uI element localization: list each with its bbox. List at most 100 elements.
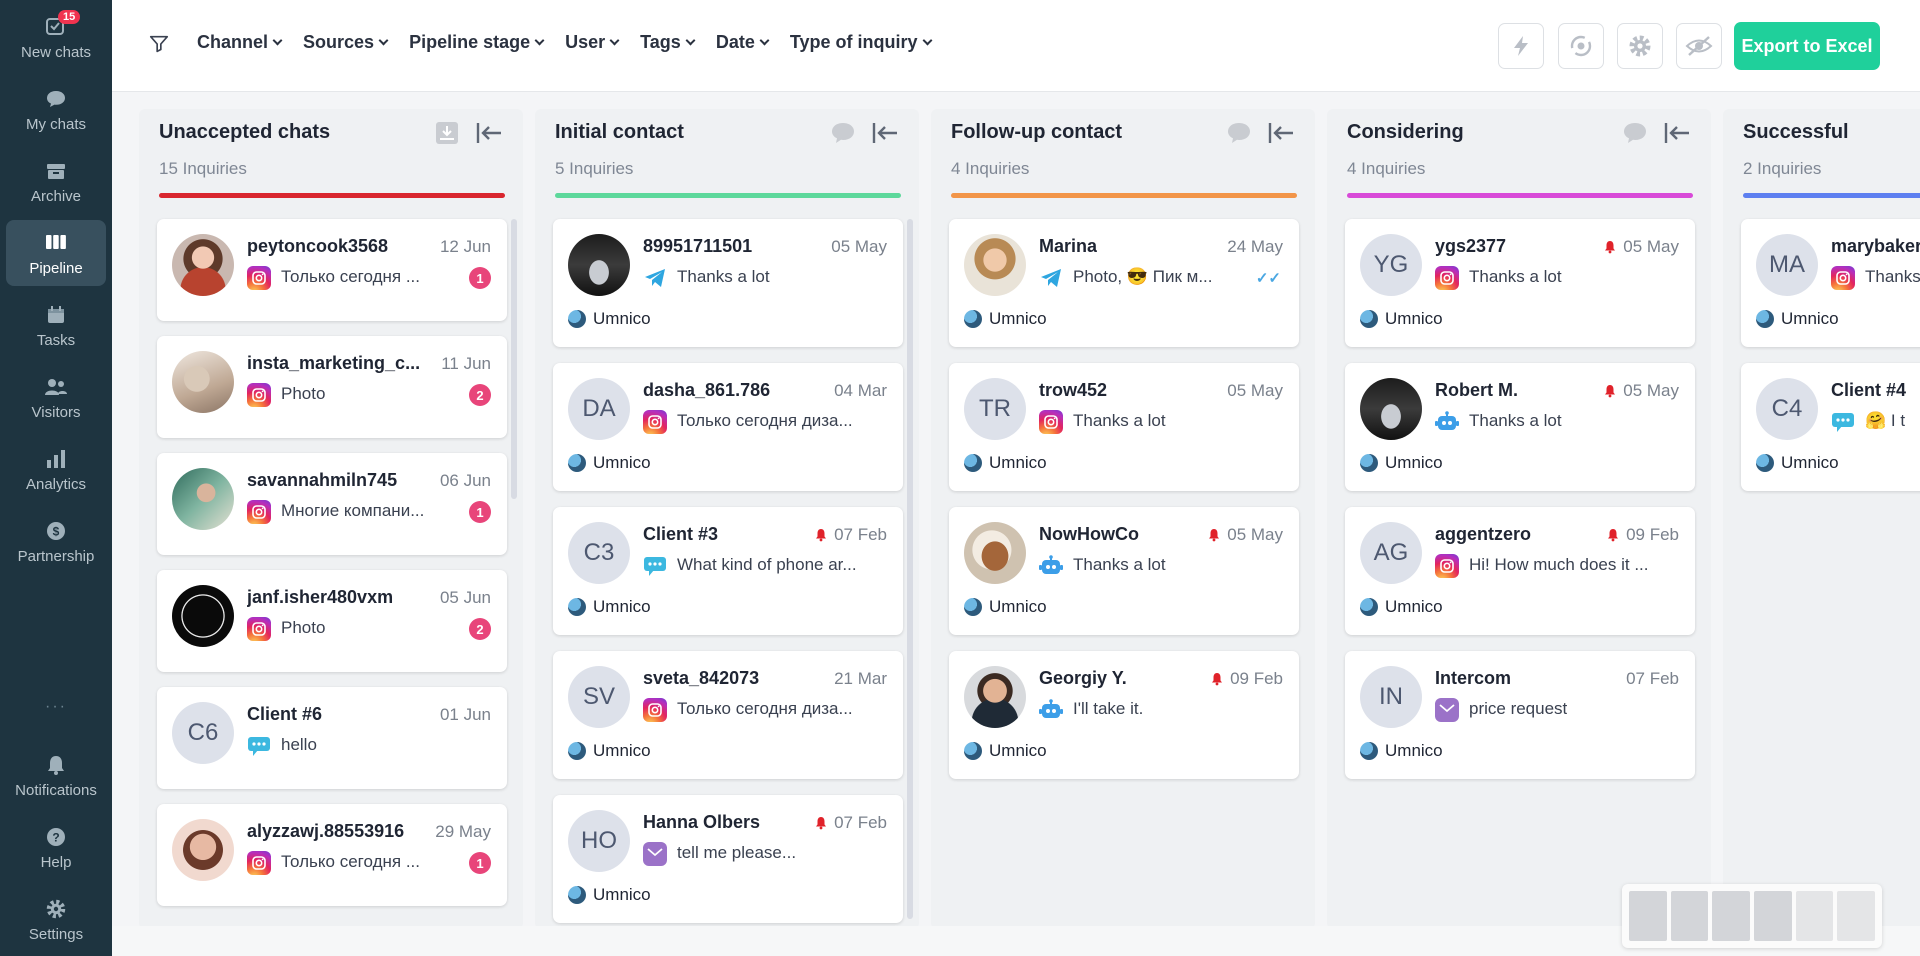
email-icon (1435, 698, 1459, 722)
inquiry-card[interactable]: janf.isher480vxm 05 Jun Photo 2 (157, 570, 507, 672)
sidebar-item-help[interactable]: ? Help (6, 814, 106, 880)
filter-user[interactable]: User (565, 32, 620, 53)
chevron-down-icon (759, 35, 770, 46)
filter-type-of-inquiry[interactable]: Type of inquiry (790, 32, 932, 53)
umnico-logo-icon (1756, 310, 1774, 328)
inquiry-card[interactable]: TR trow452 05 May Thanks a lot Umnico (949, 363, 1299, 491)
lightning-icon (1514, 36, 1528, 56)
filter-sources[interactable]: Sources (303, 32, 389, 53)
instagram-icon (643, 410, 667, 434)
column-initial-contact: Initial contact 5 Inquiries 89951711501 05 … (535, 109, 919, 929)
inquiry-card[interactable]: NowHowCo 05 May Thanks a lot Umnico (949, 507, 1299, 635)
column-title: Considering (1347, 121, 1464, 143)
collapse-column-icon[interactable] (1663, 119, 1691, 147)
inquiry-card[interactable]: DA dasha_861.786 04 Mar Только сегодня диза… (553, 363, 903, 491)
chevron-down-icon (609, 35, 620, 46)
inquiry-card[interactable]: AG aggentzero 09 Feb Hi! How much does it .… (1345, 507, 1695, 635)
workspace-name: Umnico (1385, 309, 1443, 328)
column-color-bar (555, 193, 901, 198)
sync-button[interactable] (1558, 23, 1604, 69)
card-date: 24 May (1227, 237, 1283, 257)
collapse-column-icon[interactable] (475, 119, 503, 147)
avatar: YG (1360, 234, 1422, 296)
minimap-column (1837, 891, 1876, 941)
chevron-down-icon (378, 35, 389, 46)
inquiry-card[interactable]: C3 Client #3 07 Feb What kind of phone ar..… (553, 507, 903, 635)
sidebar-item-visitors[interactable]: Visitors (6, 364, 106, 430)
comment-icon[interactable] (1621, 119, 1649, 147)
card-date-text: 11 Jun (441, 354, 491, 373)
inquiry-card[interactable]: 89951711501 05 May Thanks a lot Umnico (553, 219, 903, 347)
card-date-text: 05 May (1227, 381, 1283, 400)
card-footer: Umnico (1360, 597, 1443, 617)
minimap-column (1712, 891, 1751, 941)
sidebar-item-new-chats[interactable]: 15 New chats (6, 4, 106, 70)
column-follow-up-contact: Follow-up contact 4 Inquiries Marina 24 May… (931, 109, 1315, 929)
column-title: Successful (1743, 121, 1849, 143)
filter-channel[interactable]: Channel (197, 32, 283, 53)
sidebar-item-settings[interactable]: Settings (6, 886, 106, 952)
collapse-column-icon[interactable] (871, 119, 899, 147)
sidebar-item-pipeline[interactable]: Pipeline (6, 220, 106, 286)
filter-icon[interactable] (148, 33, 170, 55)
card-date-text: 29 May (435, 822, 491, 841)
inquiry-card[interactable]: HO Hanna Olbers 07 Feb tell me please... Umn… (553, 795, 903, 923)
bot-icon (1435, 410, 1459, 434)
avatar: TR (964, 378, 1026, 440)
filter-tags[interactable]: Tags (640, 32, 696, 53)
last-message: Многие компани... (281, 501, 425, 520)
card-date: 09 Feb (1606, 525, 1679, 545)
instagram-icon (643, 698, 667, 722)
last-message: Thanks a lot (1469, 411, 1562, 430)
comment-icon[interactable] (1225, 119, 1253, 147)
settings-button[interactable] (1617, 23, 1663, 69)
inquiry-card[interactable]: peytoncook3568 12 Jun Только сегодня ... 1 (157, 219, 507, 321)
column-color-bar (1743, 193, 1920, 198)
hide-columns-button[interactable] (1676, 23, 1722, 69)
card-date-text: 04 Mar (834, 381, 887, 400)
inquiry-card[interactable]: MA marybaker Thanks a lot Umnico (1741, 219, 1920, 347)
card-date: 07 Feb (814, 525, 887, 545)
collapse-column-icon[interactable] (1267, 119, 1295, 147)
sidebar-item-partnership[interactable]: $ Partnership (6, 508, 106, 574)
inquiry-card[interactable]: Georgiy Y. 09 Feb I'll take it. Umnico (949, 651, 1299, 779)
sidebar-item-notifications[interactable]: Notifications (6, 742, 106, 808)
umnico-logo-icon (1360, 742, 1378, 760)
inquiry-card[interactable]: savannahmiln745 06 Jun Многие компани... 1 (157, 453, 507, 555)
minimap-column (1754, 891, 1792, 941)
inquiry-card[interactable]: YG ygs2377 05 May Thanks a lot Umnico (1345, 219, 1695, 347)
inquiry-card[interactable]: Marina 24 May Photo, 😎 Пик м... ✓✓ Umnico (949, 219, 1299, 347)
inquiry-card[interactable]: Robert M. 05 May Thanks a lot Umnico (1345, 363, 1695, 491)
filter-pipeline-stage[interactable]: Pipeline stage (409, 32, 545, 53)
instagram-icon (1435, 554, 1459, 578)
inquiry-card[interactable]: alyzzawj.88553916 29 May Только сегодня ..… (157, 804, 507, 906)
export-to-excel-button[interactable]: Export to Excel (1734, 22, 1880, 70)
reminder-bell-icon (1603, 384, 1617, 398)
sidebar-item-tasks[interactable]: Tasks (6, 292, 106, 358)
sidebar-item-archive[interactable]: Archive (6, 148, 106, 214)
sidebar-item-analytics[interactable]: Analytics (6, 436, 106, 502)
sidebar-item-my-chats[interactable]: My chats (6, 76, 106, 142)
inquiry-card[interactable]: insta_marketing_c... 11 Jun Photo 2 (157, 336, 507, 438)
automation-button[interactable] (1498, 23, 1544, 69)
last-message: Photo (281, 384, 326, 403)
sidebar-item-label: New chats (20, 44, 92, 61)
unread-count-badge: 1 (469, 501, 491, 523)
inquiry-card[interactable]: C6 Client #6 01 Jun hello (157, 687, 507, 789)
comment-icon[interactable] (829, 119, 857, 147)
board-minimap[interactable] (1622, 884, 1882, 948)
column-scrollbar[interactable] (511, 219, 517, 499)
contact-name: Georgiy Y. (1039, 668, 1127, 688)
more-dots[interactable]: ··· (45, 698, 67, 715)
last-message: Только сегодня диза... (677, 699, 853, 718)
filter-date[interactable]: Date (716, 32, 770, 53)
column-count: 2 Inquiries (1743, 159, 1822, 178)
inquiry-card[interactable]: C4 Client #4 🤗 I t Umnico (1741, 363, 1920, 491)
inquiry-card[interactable]: IN Intercom 07 Feb price request Umnico (1345, 651, 1695, 779)
inquiry-card[interactable]: SV sveta_842073 21 Mar Только сегодня диза.… (553, 651, 903, 779)
last-message: Только сегодня диза... (677, 411, 853, 430)
avatar (964, 666, 1026, 728)
download-icon[interactable] (433, 119, 461, 147)
column-scrollbar[interactable] (907, 219, 913, 919)
